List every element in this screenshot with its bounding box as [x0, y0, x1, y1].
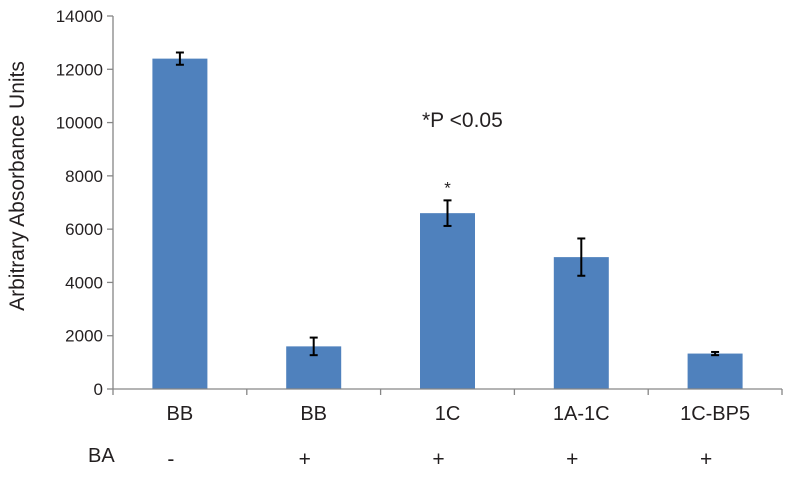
treatment-row: - + + + +: [167, 448, 712, 471]
bar: [687, 353, 743, 389]
treatment-value: +: [299, 448, 311, 471]
treatment-value: -: [167, 448, 174, 471]
x-category-label: BB: [167, 403, 194, 425]
y-tick-label: 14000: [56, 7, 103, 26]
bar: [553, 257, 609, 389]
treatment-value: +: [566, 448, 578, 471]
bars: *: [152, 51, 743, 389]
x-category-label: 1C-BP5: [680, 403, 750, 425]
y-tick-label: 2000: [65, 327, 103, 346]
y-axis-label: Arbitrary Absorbance Units: [6, 61, 29, 311]
treatment-value: +: [432, 448, 444, 471]
y-tick-label: 0: [94, 380, 103, 399]
bar: [420, 213, 475, 389]
treatment-value: +: [700, 448, 712, 471]
y-tick-label: 6000: [65, 220, 103, 239]
significance-star: *: [444, 178, 451, 197]
x-axis: BB BB 1C 1A-1C 1C-BP5: [112, 388, 783, 425]
y-axis: 0 2000 4000 6000 8000 10000 12000 14000: [56, 7, 114, 399]
treatment-row-label: BA: [88, 445, 115, 467]
y-tick-label: 8000: [65, 167, 103, 186]
x-category-label: BB: [300, 403, 327, 425]
bar: [152, 58, 208, 389]
significance-annotation: *P <0.05: [422, 109, 503, 132]
x-category-label: 1C: [435, 403, 461, 425]
y-tick-label: 12000: [56, 60, 103, 79]
y-tick-label: 4000: [65, 273, 103, 292]
y-tick-label: 10000: [56, 114, 103, 133]
x-category-label: 1A-1C: [553, 403, 610, 425]
